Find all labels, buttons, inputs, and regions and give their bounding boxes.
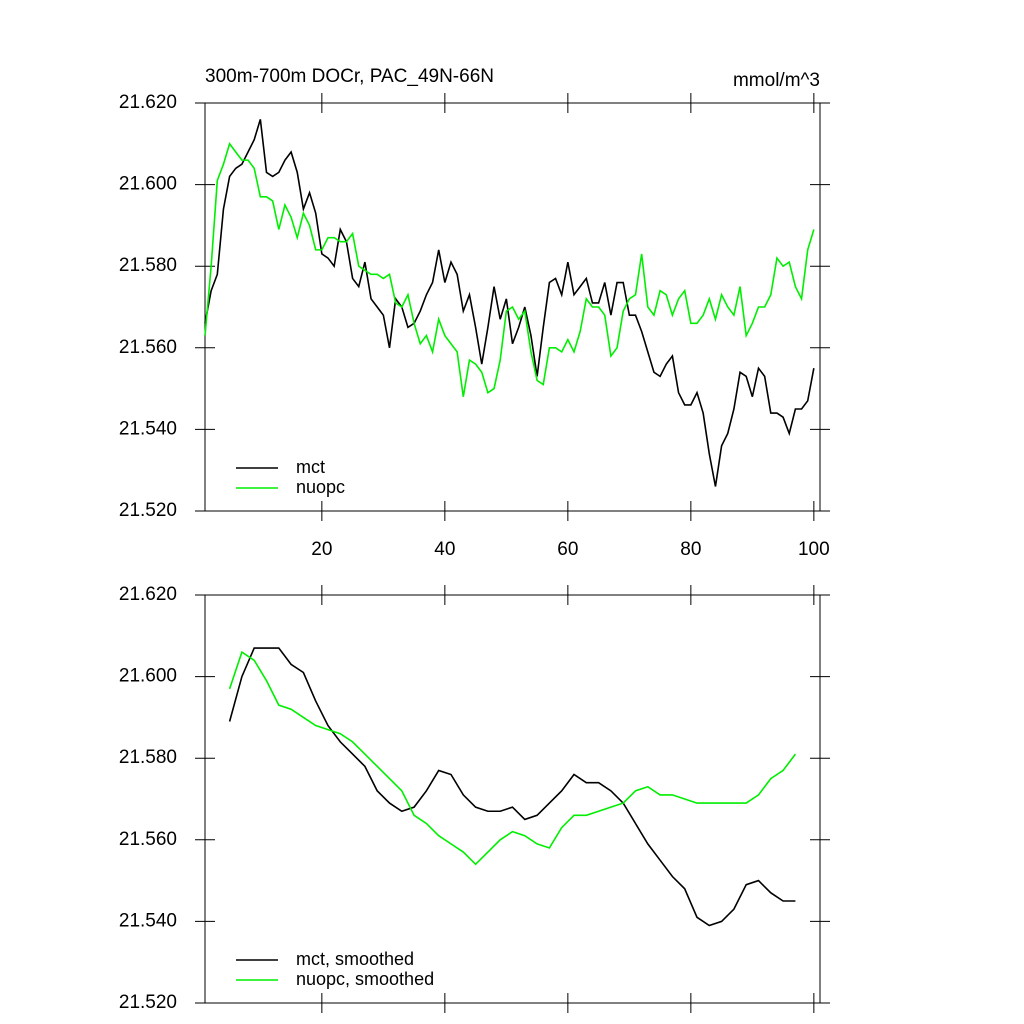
y-tick-label: 21.560 bbox=[119, 829, 177, 850]
series-line bbox=[204, 119, 815, 487]
y-tick-label: 21.580 bbox=[119, 255, 177, 276]
y-tick-label: 21.540 bbox=[119, 418, 177, 439]
legend-label: mct, smoothed bbox=[296, 949, 414, 969]
units-label: mmol/m^3 bbox=[733, 70, 820, 91]
y-tick-label: 21.540 bbox=[119, 910, 177, 931]
y-tick-label: 21.560 bbox=[119, 337, 177, 358]
x-tick-label: 100 bbox=[798, 539, 830, 560]
plot-frame bbox=[204, 594, 821, 1004]
chart-title: 300m-700m DOCr, PAC_49N-66N bbox=[205, 66, 494, 87]
y-tick-label: 21.520 bbox=[119, 500, 177, 521]
y-tick-label: 21.580 bbox=[119, 747, 177, 768]
x-tick-label: 60 bbox=[557, 539, 578, 560]
y-tick-label: 21.600 bbox=[119, 174, 177, 195]
x-tick-label: 20 bbox=[311, 539, 332, 560]
legend-label: mct bbox=[296, 457, 325, 477]
y-tick-label: 21.620 bbox=[119, 92, 177, 113]
plot-frame bbox=[204, 102, 821, 512]
y-tick-label: 21.520 bbox=[119, 992, 177, 1013]
y-tick-label: 21.620 bbox=[119, 584, 177, 605]
x-tick-label: 80 bbox=[680, 539, 701, 560]
series-line bbox=[228, 650, 797, 866]
series-line bbox=[204, 142, 815, 397]
y-tick-label: 21.600 bbox=[119, 666, 177, 687]
x-tick-label: 40 bbox=[434, 539, 455, 560]
series-line bbox=[228, 647, 796, 927]
legend-label: nuopc, smoothed bbox=[296, 969, 434, 989]
legend-label: nuopc bbox=[296, 477, 345, 497]
